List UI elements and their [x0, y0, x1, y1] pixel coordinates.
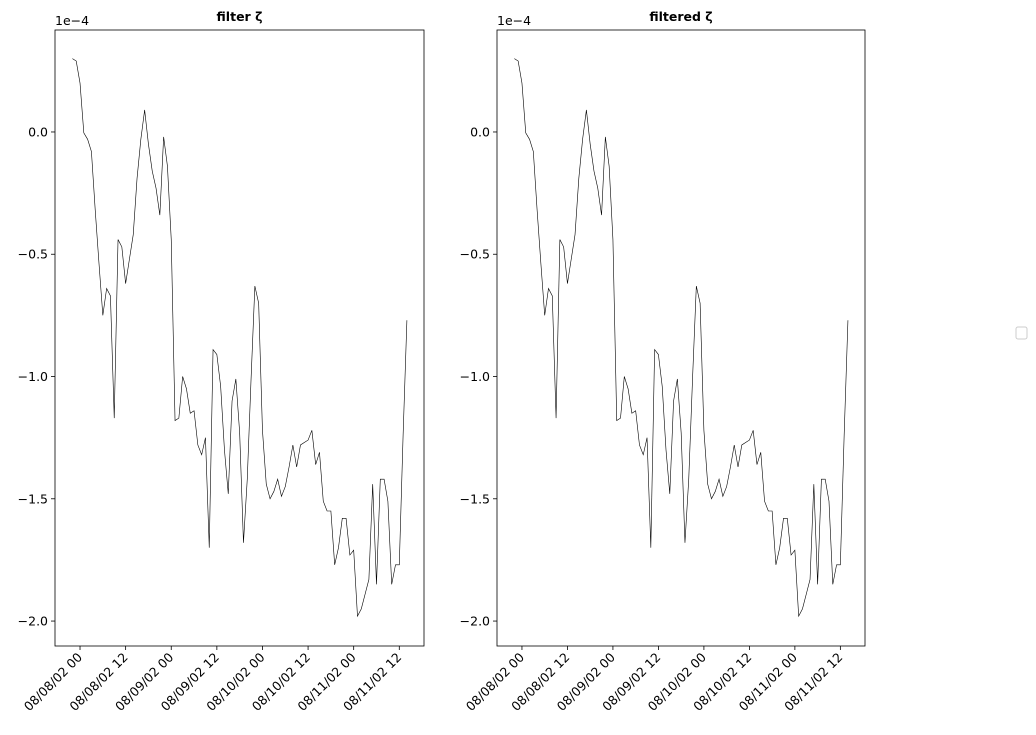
y-tick-label: −1.5	[460, 491, 490, 506]
axes-frame	[496, 29, 866, 647]
empty-legend	[1015, 326, 1028, 340]
chart-title: filter ζ	[217, 9, 263, 24]
y-tick-label: −1.5	[18, 491, 48, 506]
y-tick-label: 0.0	[470, 124, 490, 139]
data-line	[72, 58, 408, 618]
y-tick-label: −2.0	[18, 614, 48, 629]
y-tick-label: −0.5	[18, 247, 48, 262]
y-tick-label: −0.5	[460, 247, 490, 262]
offset-text: 1e−4	[497, 13, 531, 28]
axes-frame	[54, 29, 425, 647]
data-line	[514, 58, 849, 618]
offset-text: 1e−4	[55, 13, 89, 28]
y-tick-label: 0.0	[28, 124, 48, 139]
chart-title: filtered ζ	[649, 9, 712, 24]
y-tick-label: −1.0	[18, 369, 48, 384]
y-tick-label: −2.0	[460, 614, 490, 629]
y-tick-label: −1.0	[460, 369, 490, 384]
